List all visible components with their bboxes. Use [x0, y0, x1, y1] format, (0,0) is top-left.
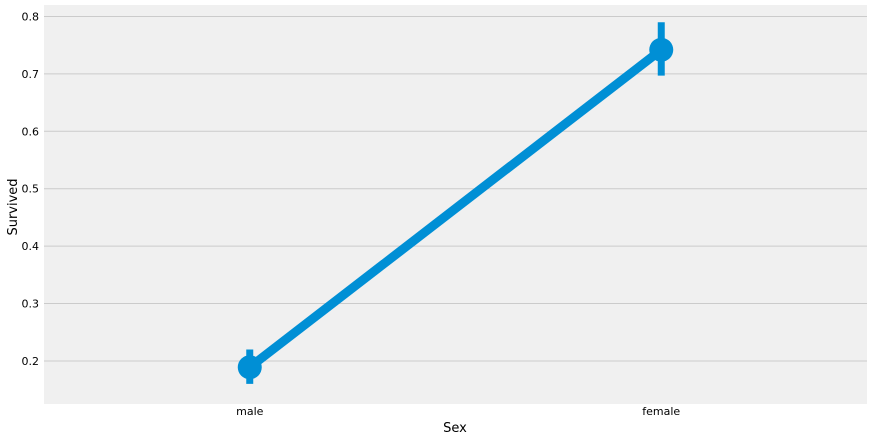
series-layer	[237, 22, 674, 384]
x-axis-label: Sex	[443, 421, 467, 436]
y-tick-label: 0.8	[22, 10, 40, 23]
data-point	[649, 37, 674, 62]
y-tick-label: 0.2	[22, 355, 40, 368]
data-point	[237, 355, 262, 380]
y-tick-label: 0.6	[22, 125, 40, 138]
y-tick-label: 0.5	[22, 183, 40, 196]
y-axis-label: Survived	[6, 178, 21, 235]
x-tick-labels: male female	[236, 405, 680, 418]
y-tick-labels: 0.2 0.3 0.4 0.5 0.6 0.7 0.8	[22, 10, 40, 367]
y-tick-label: 0.7	[22, 68, 40, 81]
grid-lines	[44, 15, 867, 362]
x-tick-label: male	[236, 405, 264, 418]
x-tick-label: female	[642, 405, 680, 418]
y-tick-label: 0.4	[22, 240, 40, 253]
series-line	[247, 46, 664, 371]
y-tick-label: 0.3	[22, 298, 40, 311]
